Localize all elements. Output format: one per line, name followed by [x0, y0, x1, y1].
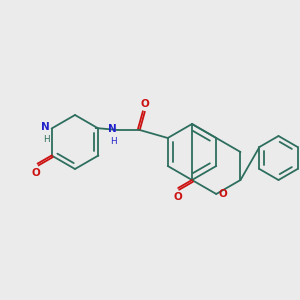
Text: H: H [43, 136, 50, 145]
Text: H: H [110, 137, 117, 146]
Text: O: O [218, 189, 227, 199]
Text: N: N [108, 124, 117, 134]
Text: N: N [41, 122, 50, 133]
Text: O: O [140, 99, 149, 109]
Text: O: O [174, 192, 182, 202]
Text: O: O [32, 169, 40, 178]
